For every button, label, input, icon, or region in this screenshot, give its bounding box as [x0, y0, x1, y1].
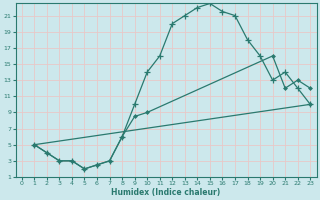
X-axis label: Humidex (Indice chaleur): Humidex (Indice chaleur): [111, 188, 221, 197]
